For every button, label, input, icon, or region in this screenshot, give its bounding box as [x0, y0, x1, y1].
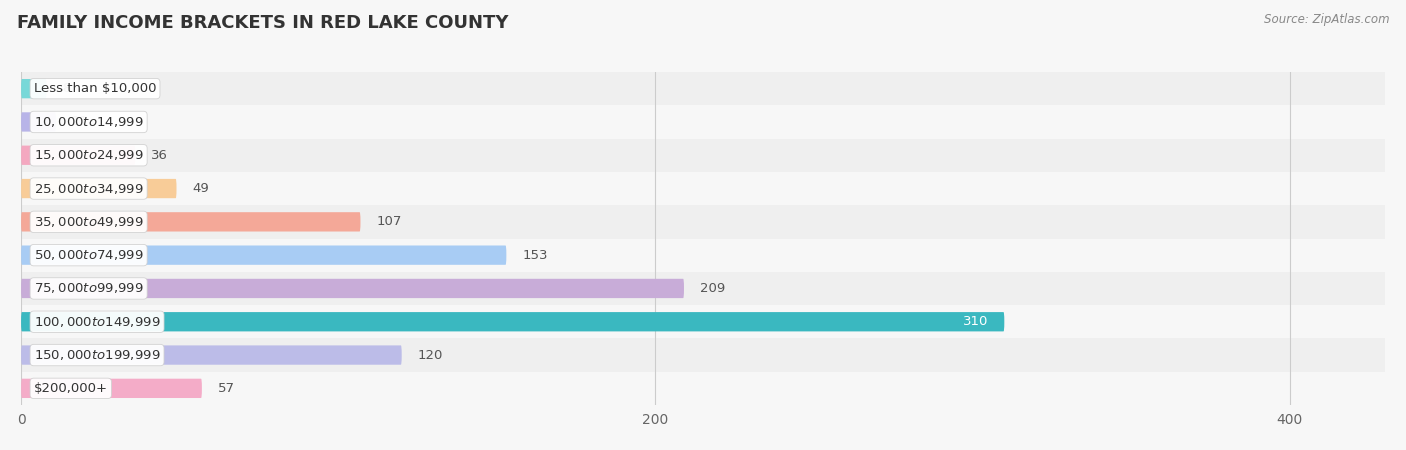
Text: $10,000 to $14,999: $10,000 to $14,999: [34, 115, 143, 129]
Text: 36: 36: [150, 149, 167, 162]
Text: $200,000+: $200,000+: [34, 382, 108, 395]
FancyBboxPatch shape: [21, 212, 360, 231]
Text: $25,000 to $34,999: $25,000 to $34,999: [34, 181, 143, 196]
Text: $100,000 to $149,999: $100,000 to $149,999: [34, 315, 160, 329]
Text: 11: 11: [72, 116, 89, 128]
Bar: [21, 272, 1385, 305]
FancyBboxPatch shape: [21, 246, 506, 265]
Bar: [21, 238, 1385, 272]
Text: $75,000 to $99,999: $75,000 to $99,999: [34, 281, 143, 296]
Text: 57: 57: [218, 382, 235, 395]
FancyBboxPatch shape: [21, 79, 46, 98]
FancyBboxPatch shape: [21, 312, 1004, 331]
Text: $15,000 to $24,999: $15,000 to $24,999: [34, 148, 143, 162]
Bar: [21, 338, 1385, 372]
Text: 8: 8: [62, 82, 70, 95]
Text: 209: 209: [700, 282, 725, 295]
Text: $150,000 to $199,999: $150,000 to $199,999: [34, 348, 160, 362]
Bar: [21, 372, 1385, 405]
Bar: [21, 305, 1385, 338]
Text: 107: 107: [377, 216, 402, 228]
FancyBboxPatch shape: [21, 146, 135, 165]
FancyBboxPatch shape: [21, 179, 177, 198]
Bar: [21, 72, 1385, 105]
Bar: [21, 139, 1385, 172]
FancyBboxPatch shape: [21, 379, 202, 398]
FancyBboxPatch shape: [21, 346, 402, 365]
Bar: [21, 205, 1385, 239]
FancyBboxPatch shape: [21, 112, 56, 131]
Text: 49: 49: [193, 182, 209, 195]
Bar: [21, 105, 1385, 139]
Text: 153: 153: [522, 249, 548, 261]
Text: 120: 120: [418, 349, 443, 361]
Text: 310: 310: [963, 315, 988, 328]
Bar: [21, 172, 1385, 205]
Text: $50,000 to $74,999: $50,000 to $74,999: [34, 248, 143, 262]
FancyBboxPatch shape: [21, 279, 683, 298]
Text: Source: ZipAtlas.com: Source: ZipAtlas.com: [1264, 14, 1389, 27]
Text: Less than $10,000: Less than $10,000: [34, 82, 156, 95]
Text: $35,000 to $49,999: $35,000 to $49,999: [34, 215, 143, 229]
Text: FAMILY INCOME BRACKETS IN RED LAKE COUNTY: FAMILY INCOME BRACKETS IN RED LAKE COUNT…: [17, 14, 509, 32]
